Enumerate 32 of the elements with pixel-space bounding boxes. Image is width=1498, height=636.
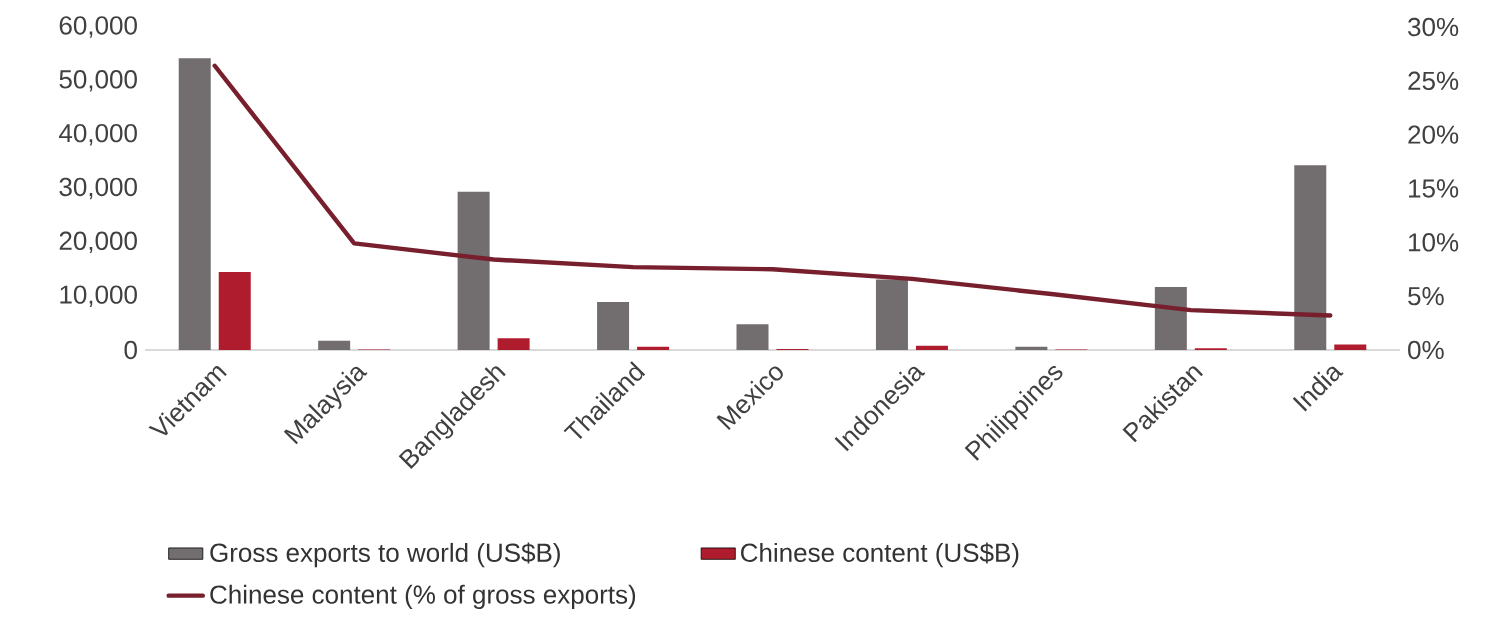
y2-tick-label: 25% — [1408, 71, 1459, 91]
bar — [637, 346, 670, 350]
line-series — [212, 63, 1333, 318]
legend-label: Chinese content (US$B) — [741, 542, 1019, 568]
legend-label: Chinese content (% of gross exports) — [210, 584, 636, 609]
y-tick-label: 10,000 — [60, 285, 137, 307]
y2-tick-label: 5% — [1408, 287, 1444, 306]
bar — [875, 279, 908, 350]
y-tick-label: 0 — [124, 340, 137, 360]
bar — [178, 58, 211, 350]
bar — [736, 324, 769, 350]
bar — [1334, 344, 1367, 350]
legend-label: Gross exports to world (US$B) — [210, 542, 560, 568]
y2-tick-label: 15% — [1409, 179, 1459, 198]
y-tick-label: 50,000 — [59, 70, 137, 92]
y-tick-label: 60,000 — [59, 16, 137, 38]
bar — [1154, 287, 1187, 350]
y-tick-label: 20,000 — [59, 231, 137, 254]
bar — [597, 302, 630, 350]
y2-tick-label: 0% — [1408, 340, 1444, 360]
bar — [318, 340, 351, 350]
bar — [218, 271, 251, 350]
bar — [915, 345, 948, 350]
bar — [497, 338, 530, 350]
y2-tick-label: 20% — [1408, 125, 1459, 144]
y-tick-label: 40,000 — [59, 123, 137, 146]
bar — [1015, 346, 1048, 350]
bar — [457, 191, 490, 350]
y-tick-label: 30,000 — [59, 177, 137, 200]
y2-tick-label: 30% — [1408, 17, 1459, 37]
y2-tick-label: 10% — [1409, 233, 1459, 252]
bar — [1294, 165, 1327, 350]
